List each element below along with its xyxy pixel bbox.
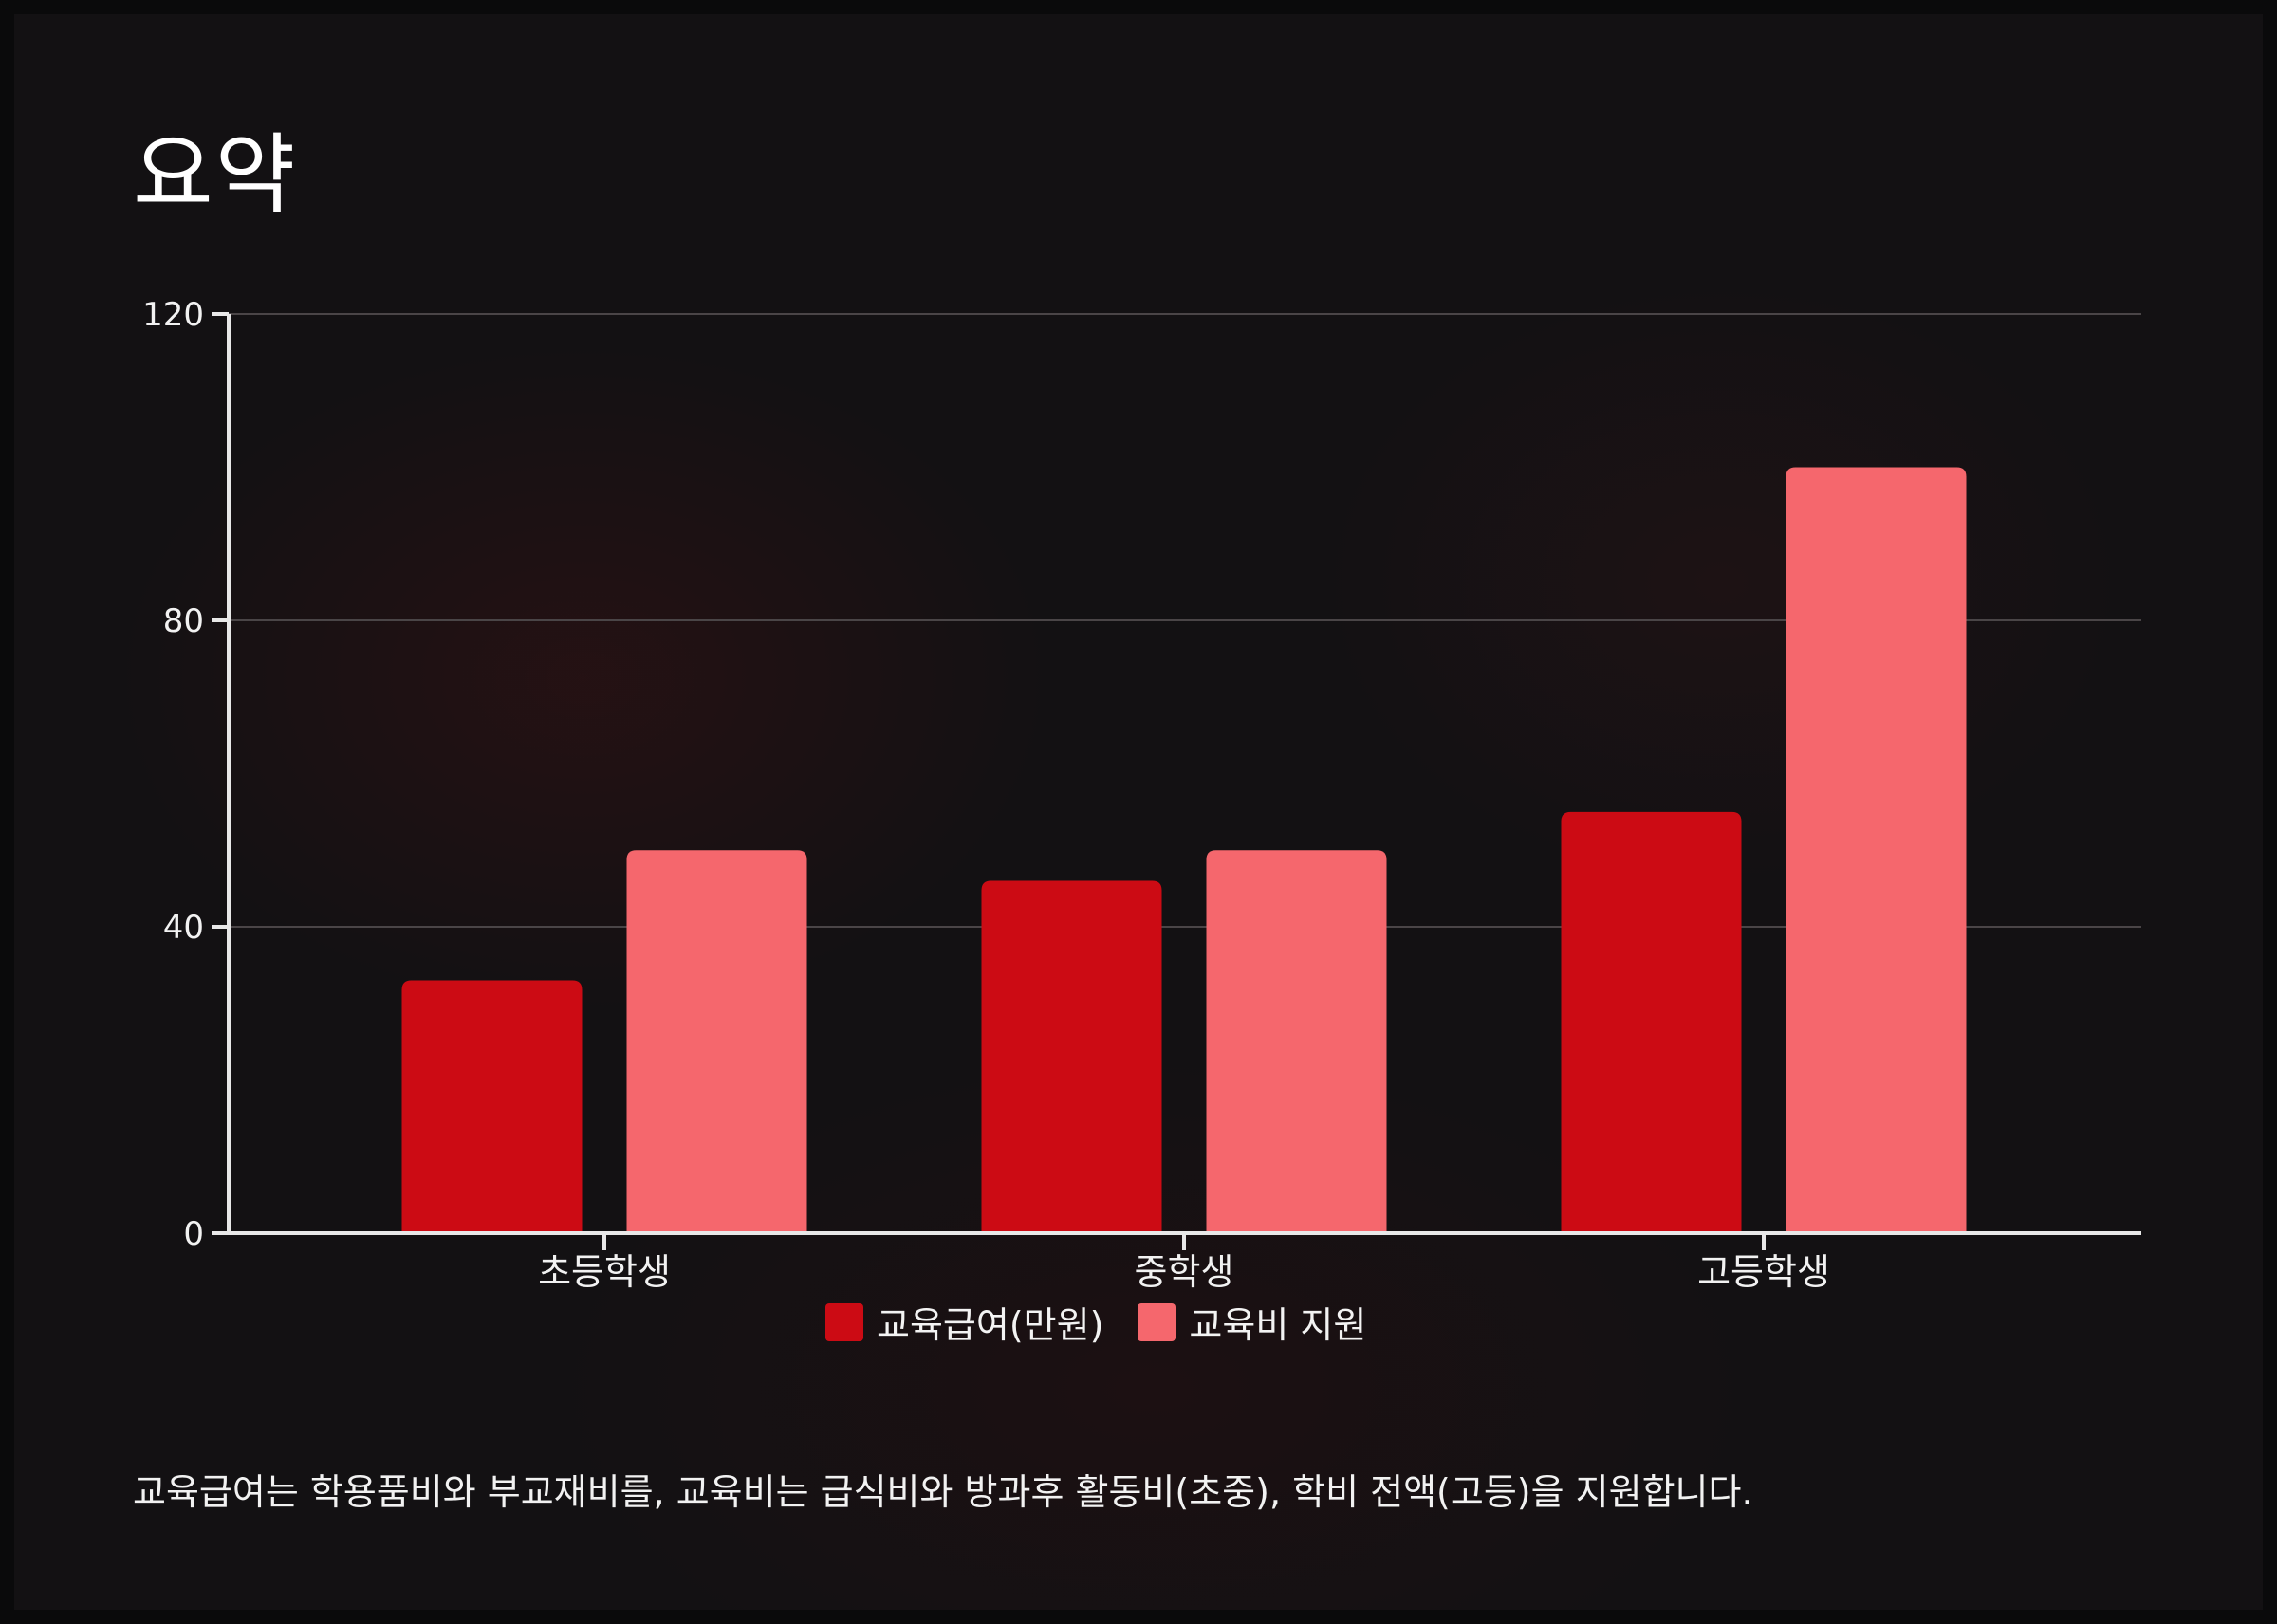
y-tick-label: 80 (163, 602, 204, 640)
summary-caption: 교육급여는 학용품비와 부교재비를, 교육비는 급식비와 방과후 활동비(초중)… (133, 1471, 1753, 1513)
legend-swatch-series-1 (825, 1302, 863, 1341)
x-tick-label: 초등학생 (538, 1251, 671, 1293)
bar-series-2-초등학생 (626, 850, 807, 1233)
legend-swatch-series-2 (1138, 1302, 1176, 1341)
legend-label-series-1: 교육급여(만원) (877, 1304, 1104, 1346)
legend-label-series-2: 교육비 지원 (1189, 1304, 1367, 1346)
y-tick-label: 40 (163, 909, 204, 947)
y-tick-label: 120 (142, 296, 204, 334)
legend-item-series-2: 교육비 지원 (1138, 1296, 1366, 1348)
x-tick-label: 고등학생 (1697, 1251, 1830, 1293)
legend-item-series-1: 교육급여(만원) (825, 1296, 1103, 1348)
chart-legend: 교육급여(만원) 교육비 지원 (825, 1296, 1366, 1348)
page-title: 요약 (133, 124, 298, 226)
bar-series-1-중학생 (981, 880, 1162, 1233)
bar-series-2-중학생 (1206, 850, 1387, 1233)
bar-series-1-초등학생 (401, 980, 583, 1233)
bar-series-2-고등학생 (1786, 467, 1967, 1233)
bar-series-1-고등학생 (1561, 811, 1742, 1233)
y-tick-label: 0 (183, 1215, 204, 1253)
x-tick-label: 중학생 (1135, 1251, 1234, 1293)
